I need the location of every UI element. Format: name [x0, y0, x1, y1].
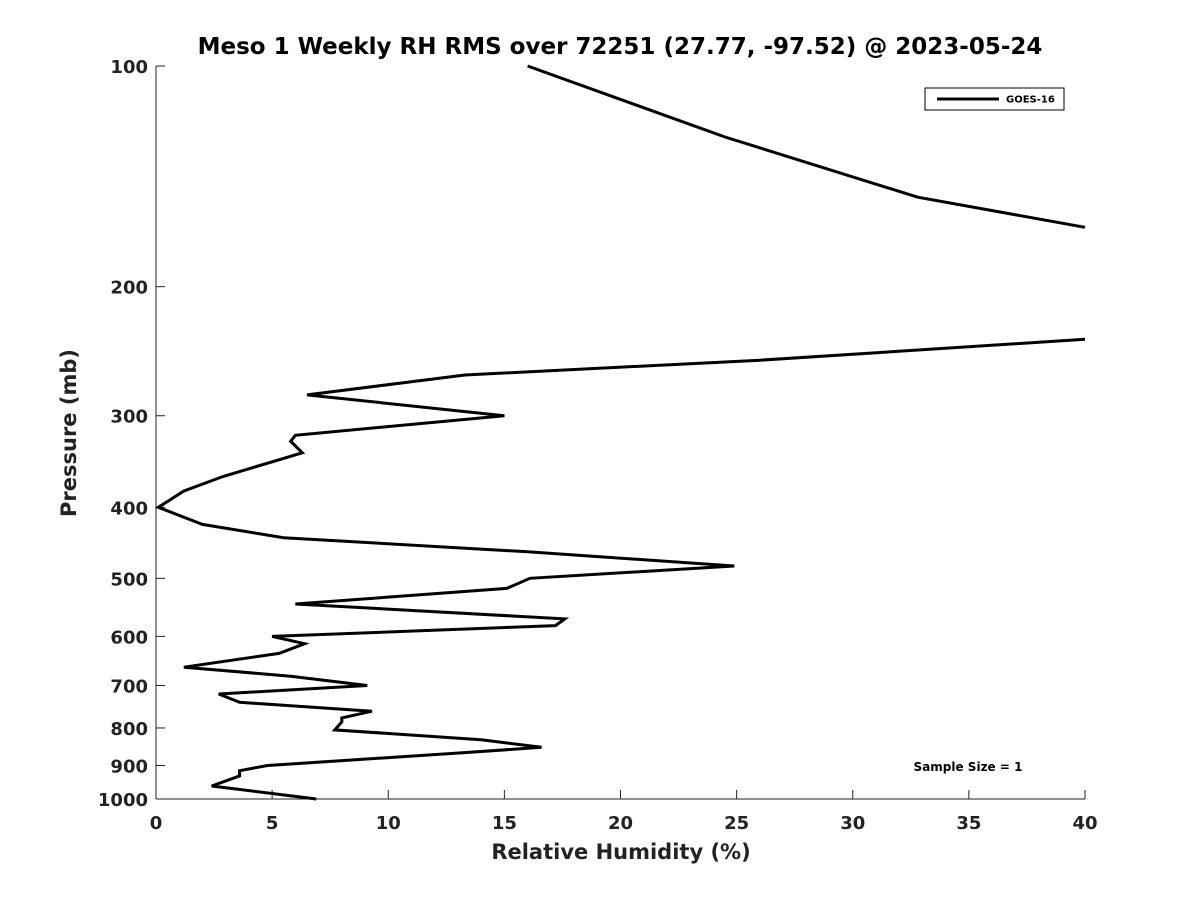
series-line-goes-16-segment-1: [527, 64, 1086, 229]
x-axis-label: Relative Humidity (%): [491, 840, 750, 864]
series-layer: [154, 64, 1086, 801]
x-tick-label: 10: [376, 813, 401, 834]
x-tick-label: 40: [1072, 813, 1097, 834]
y-tick-label: 600: [110, 627, 148, 648]
x-tick-label: 25: [724, 813, 749, 834]
y-tick-label: 200: [110, 278, 148, 299]
x-tick-label: 30: [840, 813, 865, 834]
x-tick-label: 5: [266, 813, 279, 834]
legend: GOES-16: [924, 87, 1065, 111]
y-tick-label: 300: [110, 407, 148, 428]
y-tick-label: 800: [110, 719, 148, 740]
x-tick-label: 15: [492, 813, 517, 834]
y-tick-label: 900: [110, 756, 148, 777]
sample-size-annotation: Sample Size = 1: [914, 760, 1023, 774]
y-tick-label: 100: [110, 57, 148, 78]
x-tick-label: 0: [150, 813, 163, 834]
x-tick-label: 20: [608, 813, 633, 834]
y-tick-label: 500: [110, 569, 148, 590]
y-axis-label: Pressure (mb): [57, 349, 81, 517]
axes: 0 5 10 15 20 25 30 35 40 100 200 300 400 500 600 700 800…: [98, 57, 1098, 834]
x-tick-label: 35: [956, 813, 981, 834]
series-line-goes-16-segment-2: [154, 337, 1086, 801]
y-tick-label: 1000: [98, 790, 148, 811]
y-tick-label: 700: [110, 676, 148, 697]
y-tick-label: 400: [110, 498, 148, 519]
legend-label-goes-16: GOES-16: [1006, 95, 1055, 106]
chart-title: Meso 1 Weekly RH RMS over 72251 (27.77, …: [198, 34, 1043, 60]
